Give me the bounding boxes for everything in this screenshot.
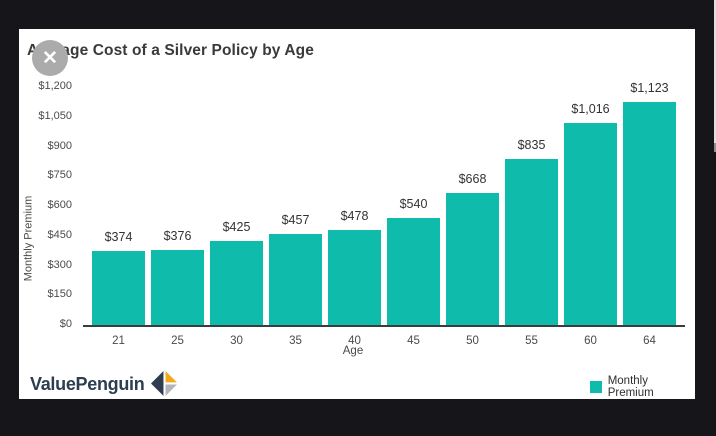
x-tick-label: 50 [466, 335, 479, 347]
legend: Monthly Premium [590, 375, 695, 399]
x-tick-label: 40 [348, 335, 361, 347]
x-tick-label: 55 [525, 335, 538, 347]
bar-age-40 [328, 230, 381, 325]
bar-value-label: $668 [458, 172, 487, 186]
x-tick-label: 25 [171, 335, 184, 347]
x-tick-label: 30 [230, 335, 243, 347]
bar-age-21 [92, 251, 145, 325]
bar-age-50 [446, 193, 499, 325]
chart-title: Average Cost of a Silver Policy by Age [27, 42, 314, 59]
bar-value-label: $425 [222, 220, 251, 234]
bar-age-25 [151, 250, 204, 325]
logo-text: ValuePenguin [30, 374, 145, 394]
valuepenguin-diamond-icon [151, 371, 178, 396]
x-axis-line [83, 325, 685, 327]
x-tick-label: 45 [407, 335, 420, 347]
x-tick-label: 21 [112, 335, 125, 347]
y-tick-label: $900 [47, 139, 72, 152]
bar-age-64 [623, 102, 676, 325]
y-tick-label: $150 [47, 288, 72, 301]
x-tick-label: 35 [289, 335, 302, 347]
bar-age-55 [505, 159, 558, 325]
y-tick-label: $0 [59, 318, 72, 330]
y-tick-label: $1,200 [38, 80, 72, 92]
bar-value-label: $457 [281, 213, 310, 227]
bar-age-35 [269, 234, 322, 325]
x-axis-title: Age [342, 345, 364, 357]
valuepenguin-logo: ValuePenguin [30, 371, 178, 398]
bar-age-60 [564, 123, 617, 325]
y-tick-label: $450 [47, 228, 72, 241]
legend-label: Monthly Premium [607, 375, 654, 399]
bar-value-label: $1,016 [571, 102, 610, 116]
y-tick-label: $300 [47, 258, 72, 271]
bar-value-label: $835 [517, 138, 546, 152]
y-tick-label: $750 [47, 169, 72, 182]
chart-card: Average Cost of a Silver Policy by Age M… [19, 29, 695, 399]
bar-value-label: $1,123 [630, 81, 669, 95]
bar-value-label: $540 [399, 197, 428, 211]
bar-value-label: $374 [104, 230, 133, 244]
legend-swatch-icon [590, 381, 602, 393]
scrollbar-thumb[interactable] [714, 143, 716, 152]
y-tick-label: $600 [47, 199, 72, 211]
y-tick-label: $1,050 [38, 109, 72, 122]
x-tick-label: 60 [584, 335, 597, 347]
scrollbar-track[interactable] [714, 0, 716, 143]
bar-value-label: $478 [340, 209, 369, 223]
close-icon[interactable]: ✕ [32, 40, 68, 76]
bar-age-45 [387, 218, 440, 325]
bar-age-30 [210, 241, 263, 325]
x-tick-label: 64 [643, 335, 656, 347]
bar-value-label: $376 [163, 229, 192, 243]
